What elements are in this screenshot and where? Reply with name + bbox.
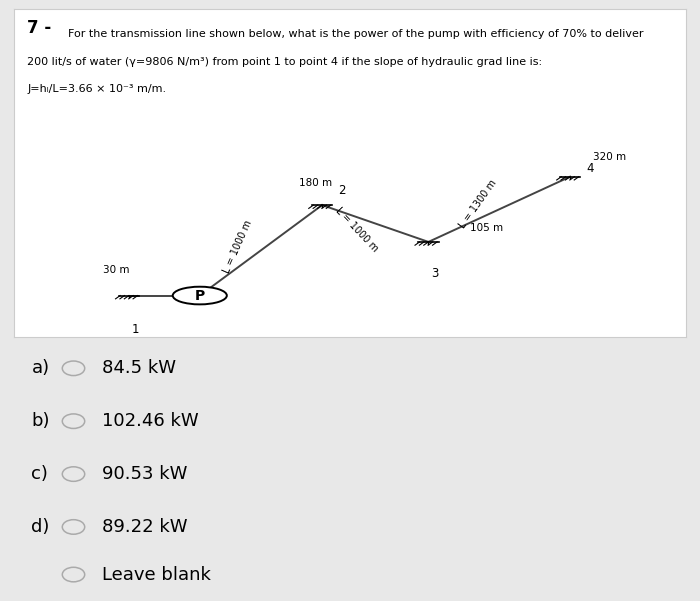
Text: 3: 3 [431,267,438,280]
Text: 320 m: 320 m [593,152,626,162]
Text: b): b) [32,412,50,430]
Text: For the transmission line shown below, what is the power of the pump with effici: For the transmission line shown below, w… [68,29,643,38]
Text: L = 1000 m: L = 1000 m [221,219,253,275]
Text: 7 -: 7 - [27,19,52,37]
Text: 90.53 kW: 90.53 kW [102,465,187,483]
Text: 89.22 kW: 89.22 kW [102,518,187,536]
Text: L = 1300 m: L = 1300 m [458,178,499,231]
Text: 102.46 kW: 102.46 kW [102,412,198,430]
Text: J=hₗ/L=3.66 × 10⁻³ m/m.: J=hₗ/L=3.66 × 10⁻³ m/m. [27,84,167,94]
Text: 180 m: 180 m [299,178,332,188]
Text: 1: 1 [132,323,139,336]
Text: 2: 2 [338,184,346,197]
Text: 200 lit/s of water (γ=9806 N/m³) from point 1 to point 4 if the slope of hydraul: 200 lit/s of water (γ=9806 N/m³) from po… [27,56,542,67]
Circle shape [173,287,227,304]
Text: P: P [195,288,205,302]
Text: 4: 4 [586,162,594,174]
Text: 105 m: 105 m [470,224,503,233]
Text: c): c) [32,465,48,483]
Text: L = 1000 m: L = 1000 m [333,205,379,254]
Text: 30 m: 30 m [103,264,130,275]
Text: a): a) [32,359,50,377]
Text: 84.5 kW: 84.5 kW [102,359,176,377]
Text: d): d) [32,518,50,536]
Text: Leave blank: Leave blank [102,566,211,584]
